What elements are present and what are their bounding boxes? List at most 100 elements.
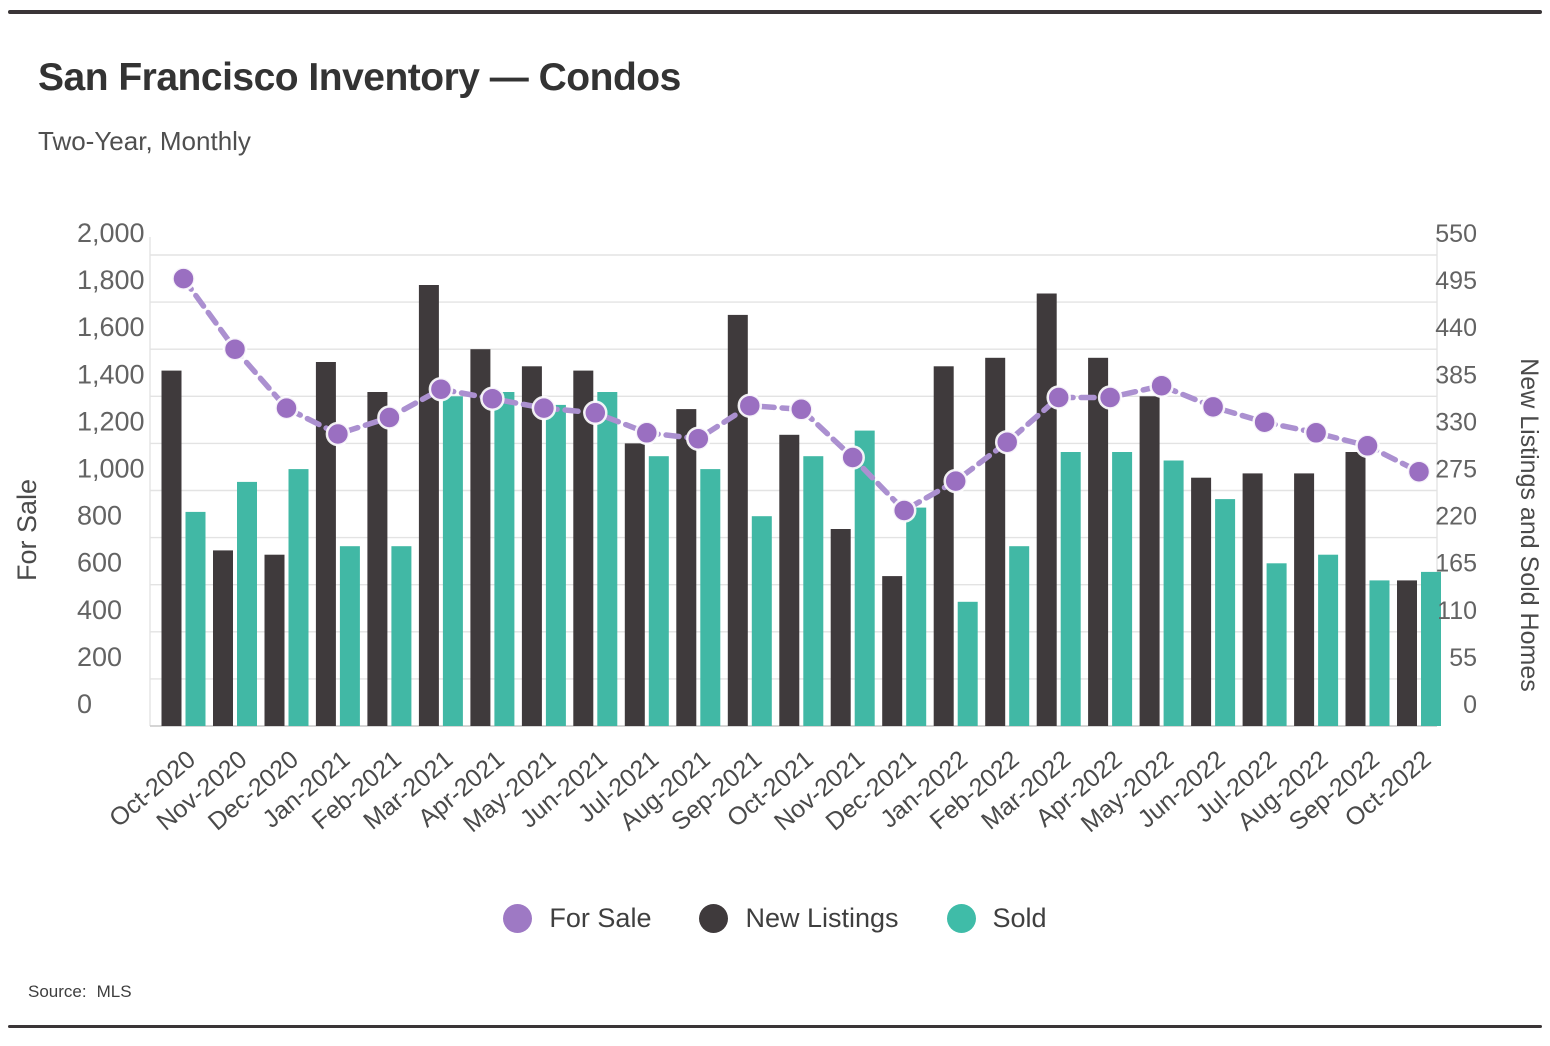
left-tick-label: 0 <box>77 689 92 719</box>
left-tick-label: 2,000 <box>77 218 145 248</box>
line-point-Sep-2022[interactable] <box>1355 433 1380 459</box>
bar-new-listings-Apr-2022[interactable] <box>1088 357 1109 726</box>
line-point-Sep-2021[interactable] <box>737 393 763 418</box>
bar-new-listings-Jul-2021[interactable] <box>624 443 645 726</box>
bar-new-listings-Sep-2022[interactable] <box>1345 452 1366 726</box>
line-point-Mar-2021[interactable] <box>428 376 454 402</box>
bar-sold-Jan-2022[interactable] <box>957 601 978 726</box>
line-point-Feb-2021[interactable] <box>377 405 402 430</box>
bar-sold-Apr-2021[interactable] <box>494 392 515 726</box>
bar-sold-Aug-2022[interactable] <box>1318 554 1339 726</box>
bar-sold-Apr-2022[interactable] <box>1112 452 1133 726</box>
line-point-Jul-2021[interactable] <box>634 420 660 446</box>
bar-sold-Jul-2021[interactable] <box>648 456 669 726</box>
line-point-Apr-2021[interactable] <box>480 386 505 411</box>
page-subtitle: Two-Year, Monthly <box>38 126 251 156</box>
bar-sold-May-2022[interactable] <box>1163 460 1184 727</box>
line-point-Oct-2021[interactable] <box>789 397 814 422</box>
for-sale-points <box>171 266 1432 523</box>
line-point-May-2022[interactable] <box>1149 373 1174 398</box>
bar-new-listings-Jun-2022[interactable] <box>1191 477 1212 726</box>
bar-new-listings-Apr-2021[interactable] <box>470 349 491 726</box>
bar-sold-Oct-2022[interactable] <box>1421 571 1441 726</box>
bar-sold-Feb-2022[interactable] <box>1009 546 1030 726</box>
bar-new-listings-Nov-2020[interactable] <box>213 550 233 726</box>
bar-sold-Nov-2020[interactable] <box>237 481 257 726</box>
right-tick-label: 275 <box>1435 456 1477 484</box>
bar-new-listings-Mar-2022[interactable] <box>1036 293 1057 727</box>
bar-sold-Jun-2022[interactable] <box>1215 499 1236 726</box>
bar-new-listings-May-2021[interactable] <box>521 366 542 726</box>
source-label: Source: <box>28 982 87 1001</box>
bar-sold-May-2021[interactable] <box>545 404 566 726</box>
right-axis-title: New Listings and Sold Homes <box>1515 358 1543 692</box>
bar-new-listings-Oct-2021[interactable] <box>779 434 800 726</box>
bars-sold <box>185 392 1441 727</box>
bar-new-listings-Dec-2020[interactable] <box>264 554 285 726</box>
bar-sold-Dec-2020[interactable] <box>288 469 309 726</box>
right-tick-label: 0 <box>1463 691 1477 719</box>
bar-sold-Aug-2021[interactable] <box>700 469 721 726</box>
bar-new-listings-Aug-2021[interactable] <box>676 409 697 726</box>
line-point-Aug-2022[interactable] <box>1303 420 1329 446</box>
bar-sold-Jul-2022[interactable] <box>1266 563 1287 726</box>
line-point-Feb-2022[interactable] <box>994 429 1020 455</box>
bar-sold-Oct-2020[interactable] <box>185 511 206 726</box>
legend-label: New Listings <box>745 903 899 933</box>
line-point-Aug-2021[interactable] <box>686 426 711 451</box>
bar-sold-Jan-2021[interactable] <box>339 546 360 726</box>
line-point-Jun-2021[interactable] <box>583 400 608 426</box>
top-rule <box>8 10 1542 14</box>
line-point-Jan-2021[interactable] <box>325 421 351 447</box>
bar-new-listings-Dec-2021[interactable] <box>882 576 903 726</box>
right-tick-label: 385 <box>1435 361 1477 389</box>
line-point-Dec-2020[interactable] <box>274 395 299 421</box>
bottom-rule <box>8 1025 1542 1028</box>
bar-new-listings-May-2022[interactable] <box>1139 396 1160 726</box>
line-point-Apr-2022[interactable] <box>1097 385 1123 410</box>
right-tick-label: 110 <box>1437 597 1477 625</box>
bar-sold-Oct-2021[interactable] <box>803 456 824 726</box>
bar-sold-Sep-2022[interactable] <box>1369 580 1390 726</box>
line-point-May-2021[interactable] <box>531 395 557 421</box>
inventory-combo-chart: 0 200 400 600 800 1,000 1,200 1,400 1,600 1,800 2,… <box>12 218 1543 838</box>
legend-swatch-icon <box>946 904 976 933</box>
line-point-Oct-2020[interactable] <box>171 266 196 291</box>
bar-new-listings-Aug-2022[interactable] <box>1294 473 1315 726</box>
bar-new-listings-Jul-2022[interactable] <box>1242 473 1263 726</box>
right-tick-label: 220 <box>1435 503 1477 531</box>
bar-new-listings-Feb-2022[interactable] <box>985 357 1006 726</box>
bar-new-listings-Jan-2021[interactable] <box>315 362 336 726</box>
bar-sold-Nov-2021[interactable] <box>854 430 875 726</box>
bar-new-listings-Nov-2021[interactable] <box>830 529 851 726</box>
legend-item-sold[interactable]: Sold <box>946 903 1047 934</box>
line-point-Jan-2022[interactable] <box>943 468 968 494</box>
line-point-Nov-2021[interactable] <box>840 445 865 470</box>
legend-item-new-listings[interactable]: New Listings <box>699 903 899 934</box>
line-point-Oct-2022[interactable] <box>1406 459 1432 484</box>
bar-sold-Dec-2021[interactable] <box>906 507 927 726</box>
bar-sold-Feb-2021[interactable] <box>391 546 412 726</box>
bar-new-listings-Sep-2021[interactable] <box>727 314 748 726</box>
bar-new-listings-Oct-2022[interactable] <box>1397 580 1417 726</box>
line-point-Dec-2021[interactable] <box>891 498 917 523</box>
bar-new-listings-Oct-2020[interactable] <box>161 370 182 726</box>
source-value: MLS <box>96 982 132 1001</box>
legend-item-for-sale[interactable]: For Sale <box>503 903 651 934</box>
bar-new-listings-Mar-2021[interactable] <box>418 285 439 726</box>
bar-sold-Mar-2022[interactable] <box>1060 452 1081 726</box>
bar-sold-Mar-2021[interactable] <box>442 396 463 726</box>
right-tick-label: 330 <box>1435 408 1477 436</box>
bar-new-listings-Jun-2021[interactable] <box>573 370 594 726</box>
line-point-Mar-2022[interactable] <box>1046 385 1071 410</box>
bar-new-listings-Jan-2022[interactable] <box>933 366 954 726</box>
bar-sold-Jun-2021[interactable] <box>597 392 618 726</box>
bar-sold-Sep-2021[interactable] <box>751 516 772 726</box>
bar-new-listings-Feb-2021[interactable] <box>367 392 388 726</box>
right-tick-label: 165 <box>1435 550 1477 578</box>
line-point-Jun-2022[interactable] <box>1200 394 1226 420</box>
line-point-Jul-2022[interactable] <box>1252 409 1277 435</box>
source-note: Source: MLS <box>28 982 132 1002</box>
line-point-Nov-2020[interactable] <box>222 336 248 362</box>
